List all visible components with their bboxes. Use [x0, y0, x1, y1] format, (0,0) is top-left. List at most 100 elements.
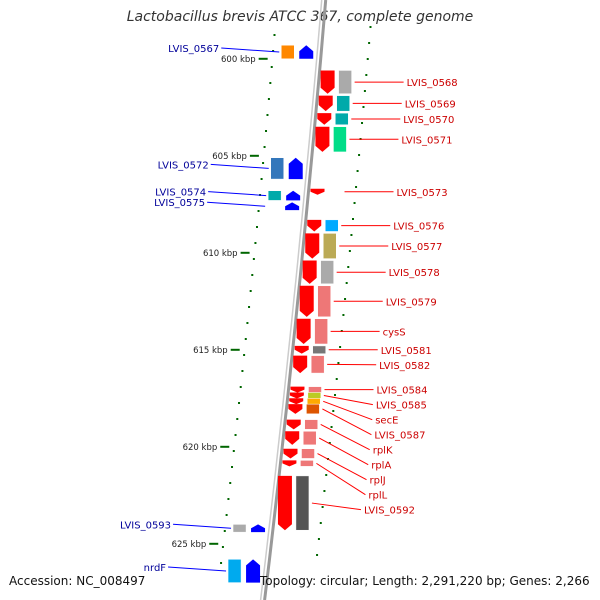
gc-mark — [262, 162, 265, 164]
gene-leader-line — [318, 437, 369, 466]
gc-mark — [358, 154, 361, 156]
cog-category-block — [301, 448, 315, 459]
cog-category-block — [270, 157, 284, 180]
forward-gene-arrow — [290, 386, 305, 393]
gc-mark — [332, 410, 335, 412]
cog-category-block — [232, 524, 247, 533]
gene-label: LVIS_0574 — [155, 188, 206, 199]
gc-mark — [323, 490, 326, 492]
gene-label: LVIS_0568 — [407, 78, 458, 89]
reverse-gene-arrow — [299, 45, 314, 59]
gc-mark — [355, 186, 358, 188]
gene-leader-line — [207, 201, 266, 207]
forward-gene-arrow — [277, 475, 292, 531]
gene-label: LVIS_0581 — [381, 346, 432, 357]
gc-mark — [356, 170, 359, 172]
scale-label: 625 kbp — [172, 540, 207, 550]
gc-mark — [232, 450, 235, 452]
reverse-gene-arrow — [251, 524, 266, 533]
cog-category-block — [312, 345, 326, 354]
forward-gene-arrow — [296, 318, 311, 344]
gene-label: cysS — [383, 327, 406, 338]
forward-gene-arrow — [289, 398, 304, 405]
gene-label: LVIS_0573 — [397, 188, 448, 199]
cog-category-block — [325, 219, 339, 232]
cog-category-block — [314, 318, 328, 345]
gc-mark — [362, 106, 365, 108]
cog-category-block — [323, 233, 337, 259]
gene-label: LVIS_0582 — [379, 361, 430, 372]
gc-mark — [241, 370, 244, 372]
reverse-gene-arrow — [288, 157, 303, 180]
gc-mark — [316, 554, 319, 556]
gene-leader-line — [210, 163, 269, 169]
gc-mark — [251, 274, 254, 276]
forward-gene-arrow — [289, 392, 304, 399]
gc-mark — [238, 402, 241, 404]
gene-leader-line — [323, 394, 373, 406]
gc-mark — [325, 474, 328, 476]
gc-mark — [369, 26, 372, 28]
gene-leader-line — [322, 408, 372, 436]
gc-mark — [342, 314, 345, 316]
accession-text: Accession: NC_008497 — [9, 574, 146, 588]
scale-label: 605 kbp — [212, 152, 247, 162]
forward-gene-arrow — [283, 448, 298, 459]
gene-label: LVIS_0576 — [393, 222, 444, 233]
scale-label: 615 kbp — [193, 346, 228, 356]
forward-gene-arrow — [315, 126, 330, 152]
gc-mark — [265, 130, 268, 132]
forward-gene-arrow — [293, 355, 308, 374]
backbone-line — [263, 0, 328, 600]
gc-mark — [254, 242, 257, 244]
gc-mark — [272, 50, 275, 52]
gc-mark — [225, 514, 228, 516]
gene-label: LVIS_0575 — [154, 198, 205, 209]
cog-category-block — [336, 95, 350, 112]
gene-label: LVIS_0593 — [120, 520, 171, 531]
cog-category-block — [267, 190, 282, 201]
forward-gene-arrow — [305, 233, 320, 259]
gc-mark — [344, 298, 347, 300]
gc-mark — [231, 466, 234, 468]
gc-mark — [229, 482, 232, 484]
gc-mark — [239, 386, 242, 388]
forward-gene-arrow — [285, 431, 300, 445]
forward-gene-arrow — [288, 404, 303, 414]
cog-category-block — [333, 126, 347, 153]
gc-mark — [220, 562, 223, 564]
gc-mark — [339, 346, 342, 348]
gc-mark — [252, 258, 255, 260]
gc-mark — [319, 522, 322, 524]
cog-category-block — [310, 355, 325, 374]
gene-label: rplA — [371, 461, 391, 472]
gene-label: LVIS_0569 — [405, 99, 456, 110]
gene-label: LVIS_0570 — [403, 115, 454, 126]
topology-text: Topology: circular; Length: 2,291,220 bp… — [260, 574, 590, 588]
gc-mark — [363, 90, 366, 92]
forward-gene-arrow — [320, 70, 335, 94]
cog-category-block — [280, 44, 295, 60]
gene-label: LVIS_0578 — [389, 268, 440, 279]
forward-gene-arrow — [282, 460, 297, 467]
cog-category-block — [295, 475, 310, 531]
gc-mark — [337, 362, 340, 364]
gc-mark — [368, 42, 371, 44]
forward-gene-arrow — [307, 219, 322, 232]
gene-label: LVIS_0567 — [168, 44, 219, 55]
gene-label: LVIS_0592 — [364, 506, 415, 517]
scale-label: 610 kbp — [203, 249, 238, 259]
gc-mark — [263, 146, 266, 148]
cog-category-block — [307, 392, 322, 399]
gc-mark — [267, 98, 270, 100]
gene-label: secE — [375, 416, 398, 427]
cog-category-block — [300, 460, 314, 467]
gene-label: LVIS_0585 — [376, 401, 427, 412]
gene-leader-line — [316, 462, 366, 496]
gc-mark — [348, 250, 351, 252]
gc-mark — [234, 434, 237, 436]
gene-leader-line — [317, 453, 367, 481]
gc-mark — [255, 226, 258, 228]
gc-mark — [353, 202, 356, 204]
